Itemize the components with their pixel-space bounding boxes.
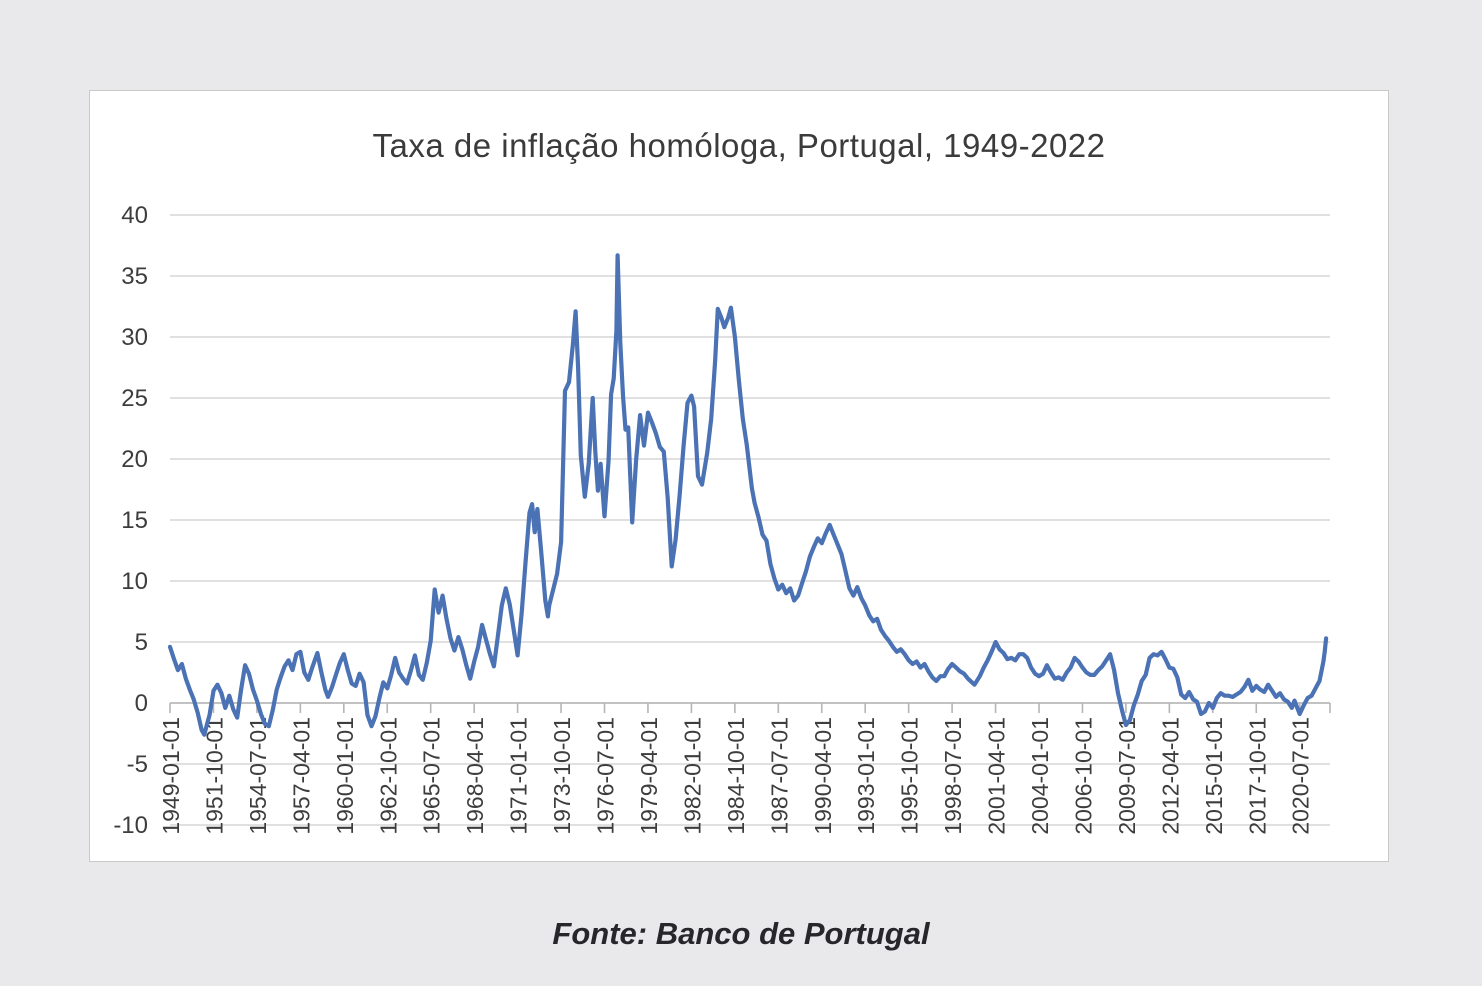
- y-axis-tick-label: 40: [121, 202, 148, 229]
- inflation-rate-line: [167, 253, 1329, 737]
- y-axis-tick-label: 25: [121, 385, 148, 412]
- x-axis-tick-label: 1973-10-01: [549, 717, 575, 835]
- x-axis-tick-label: 2017-10-01: [1244, 717, 1270, 835]
- x-axis-tick-label: 1990-04-01: [810, 717, 836, 835]
- x-axis-tick-label: 2015-01-01: [1201, 717, 1227, 835]
- x-axis-tick-label: 2006-10-01: [1070, 717, 1096, 835]
- x-axis-tick-label: 1987-07-01: [766, 717, 792, 835]
- x-axis-tick-label: 1954-07-01: [245, 717, 271, 835]
- chart-title: Taxa de inflação homóloga, Portugal, 194…: [372, 127, 1106, 164]
- y-axis-tick-label: 0: [135, 690, 148, 717]
- x-axis-tick-label: 1998-07-01: [940, 717, 966, 835]
- x-axis-tick-label: 2020-07-01: [1288, 717, 1314, 835]
- x-axis-tick-label: 1982-01-01: [679, 717, 705, 835]
- y-axis-tick-label: -10: [113, 812, 148, 839]
- x-axis-tick-label: 1965-07-01: [419, 717, 445, 835]
- x-axis-tick-label: 2001-04-01: [984, 717, 1010, 835]
- y-axis-tick-label: 15: [121, 507, 148, 534]
- x-axis-tick-label: 1960-01-01: [332, 717, 358, 835]
- y-axis-tick-label: 10: [121, 568, 148, 595]
- x-axis-tick-label: 1976-07-01: [593, 717, 619, 835]
- inflation-chart-card: Taxa de inflação homóloga, Portugal, 194…: [89, 90, 1389, 862]
- x-axis-tick-label: 1962-10-01: [375, 717, 401, 835]
- y-axis-tick-label: 5: [135, 629, 148, 656]
- x-axis-tick-label: 1993-01-01: [853, 717, 879, 835]
- y-axis-tick-label: 20: [121, 446, 148, 473]
- x-axis-tick-label: 1971-01-01: [506, 717, 532, 835]
- x-axis-tick-label: 1957-04-01: [288, 717, 314, 835]
- x-axis-tick-label: 1949-01-01: [158, 717, 184, 835]
- x-axis-tick-label: 1968-04-01: [462, 717, 488, 835]
- x-axis-tick-label: 1995-10-01: [897, 717, 923, 835]
- x-axis-tick-label: 1984-10-01: [723, 717, 749, 835]
- x-axis-tick-label: 2012-04-01: [1157, 717, 1183, 835]
- y-axis-tick-label: -5: [127, 751, 148, 778]
- y-axis-tick-label: 30: [121, 324, 148, 351]
- x-axis-tick-label: 2004-01-01: [1027, 717, 1053, 835]
- x-axis-tick-label: 1979-04-01: [636, 717, 662, 835]
- source-caption: Fonte: Banco de Portugal: [552, 916, 930, 951]
- x-axis-tick-label: 2009-07-01: [1114, 717, 1140, 835]
- inflation-line-chart: 40 35 30 25 20 15 10 5 0 -5 -10 1949-01-01 1951-10-0…: [113, 202, 1331, 839]
- x-axis-tick-label: 1951-10-01: [201, 717, 227, 835]
- y-axis-tick-label: 35: [121, 263, 148, 290]
